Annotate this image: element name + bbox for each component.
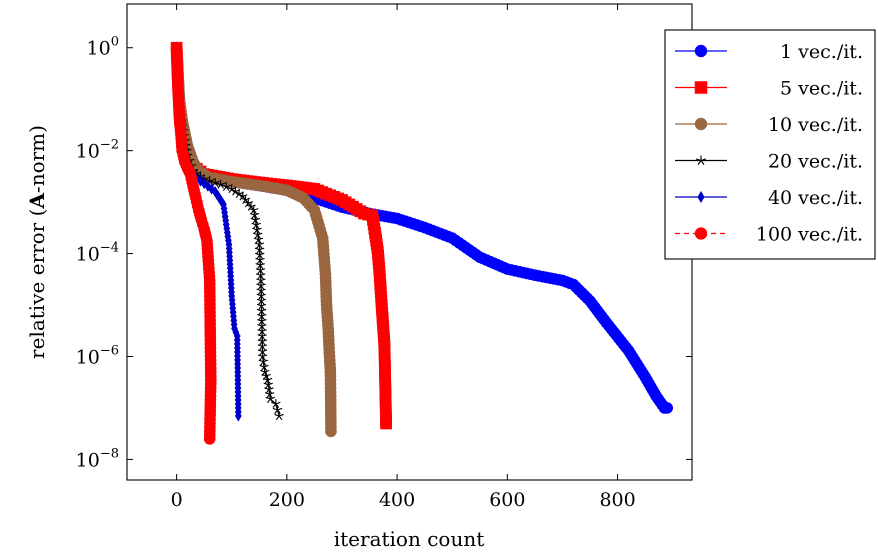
x-tick-label: 200	[269, 489, 305, 511]
data-point	[210, 177, 220, 187]
series-layer	[170, 41, 674, 445]
data-point	[257, 321, 267, 331]
x-tick-label: 800	[599, 489, 635, 511]
legend-marker	[697, 190, 705, 204]
legend-marker	[694, 117, 708, 131]
y-tick-label: 10−4	[76, 241, 119, 266]
data-point	[216, 179, 226, 189]
legend-entry: 40 vec./it.	[675, 187, 863, 209]
data-point	[257, 326, 267, 336]
legend-label: 10 vec./it.	[768, 114, 863, 136]
y-tick-label: 10−8	[76, 446, 119, 471]
data-point	[325, 425, 337, 438]
legend-marker	[694, 44, 708, 58]
data-point	[256, 301, 267, 310]
data-point	[234, 410, 242, 422]
data-point	[258, 356, 269, 366]
series-6	[170, 41, 217, 445]
y-axis-label-suffix: -norm)	[25, 125, 49, 193]
y-axis-label-prefix: relative error (	[25, 209, 49, 359]
legend-entry: 20 vec./it.	[675, 151, 863, 173]
legend-label: 5 vec./it.	[780, 78, 863, 100]
data-point	[274, 411, 284, 421]
legend-box	[664, 29, 876, 260]
legend-marker	[695, 155, 707, 165]
legend: 1 vec./it. 5 vec./it. 10 vec./it. 20 vec./i…	[664, 29, 876, 260]
y-tick-label: 10−6	[76, 343, 119, 368]
legend-label: 100 vec./it.	[756, 224, 863, 246]
legend-label: 1 vec./it.	[780, 41, 863, 63]
y-tick-label: 10−2	[76, 138, 119, 163]
legend-entry: 100 vec./it.	[675, 224, 863, 246]
legend-label: 40 vec./it.	[768, 187, 863, 209]
axis-ticks: 0 200 400 600 800 100 10−2 10−4 10−6 10−8	[76, 4, 692, 511]
data-point	[256, 275, 266, 285]
x-tick-label: 0	[171, 489, 183, 511]
data-point	[261, 371, 271, 381]
series-line	[176, 47, 332, 432]
data-point	[257, 341, 268, 351]
x-axis-label: iteration count	[334, 527, 485, 551]
data-point	[221, 181, 231, 191]
data-point	[661, 402, 674, 414]
data-point	[200, 177, 208, 190]
series-1	[170, 41, 674, 414]
legend-entry: 10 vec./it.	[675, 114, 863, 136]
legend-entry: 1 vec./it.	[675, 41, 863, 63]
legend-marker	[694, 227, 708, 240]
x-tick-label: 600	[489, 489, 525, 511]
x-tick-label: 400	[379, 489, 415, 511]
series-3	[170, 41, 337, 438]
y-tick-label: 100	[87, 35, 119, 60]
data-point	[380, 417, 392, 430]
data-point	[260, 367, 270, 377]
legend-entry: 5 vec./it.	[675, 78, 863, 100]
legend-marker	[694, 81, 708, 94]
data-point	[256, 280, 266, 290]
y-axis-label-bold: A	[25, 193, 49, 210]
legend-label: 20 vec./it.	[768, 151, 863, 173]
data-point	[265, 394, 276, 404]
data-point	[203, 433, 216, 445]
data-point	[250, 215, 261, 225]
data-point	[257, 336, 267, 346]
y-axis-label: relative error (A-norm)	[25, 125, 49, 359]
data-point	[256, 306, 267, 316]
data-point	[257, 316, 267, 326]
